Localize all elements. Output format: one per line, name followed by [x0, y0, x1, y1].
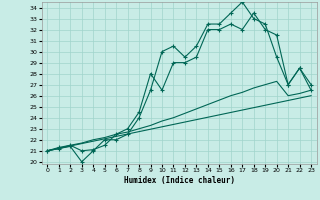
- X-axis label: Humidex (Indice chaleur): Humidex (Indice chaleur): [124, 176, 235, 185]
